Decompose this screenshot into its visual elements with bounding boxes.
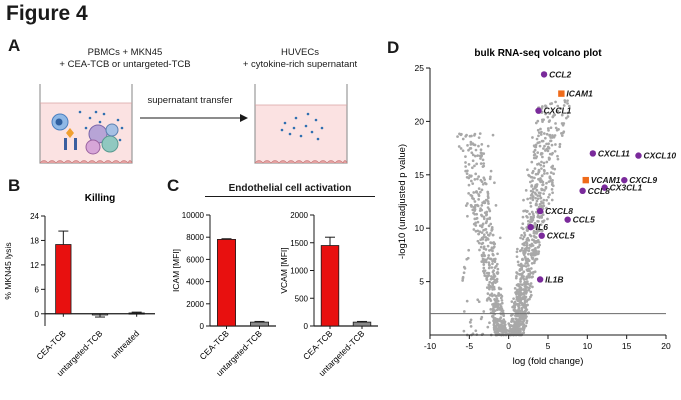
y-tick-label: 25 — [415, 63, 425, 73]
panel-a-illustration — [39, 84, 348, 164]
gene-label-CXCL5: CXCL5 — [547, 231, 575, 241]
y-tick-label: 500 — [295, 294, 309, 303]
gene-label-CX3CL1: CX3CL1 — [610, 183, 643, 193]
chart-title: bulk RNA-seq volcano plot — [474, 48, 602, 59]
y-tick-label: 0 — [304, 322, 309, 331]
y-tick-label: 20 — [415, 116, 425, 126]
y-axis-label: VCAM [MFI] — [280, 247, 289, 293]
y-tick-label: 8000 — [186, 233, 204, 242]
chart-title: Killing — [85, 193, 116, 204]
y-tick-label: 24 — [30, 212, 39, 221]
bar-CEA-TCB — [320, 245, 340, 327]
panel-a-letter: A — [8, 36, 21, 55]
right-label-line1: HUVECs — [280, 47, 319, 58]
x-tick-label: 20 — [661, 341, 671, 351]
y-tick-label: 4000 — [186, 278, 204, 287]
panel-c-title-underline — [205, 196, 375, 197]
bar-CEA-TCB — [217, 239, 236, 327]
volcano-plot: bulk RNA-seq volcano plot 5 10 15 20 25 -10 -5 0… — [397, 48, 676, 367]
y-axis-label: ICAM [MFI] — [171, 249, 181, 292]
gene-label-CCL2: CCL2 — [549, 69, 571, 79]
gene-point-CXCL8 — [536, 207, 544, 215]
panel-a-right-label: HUVECs + cytokine-rich supernatant — [205, 47, 395, 71]
panel-a-left-label: PBMCs + MKN45 + CEA-TCB or untargeted-TC… — [25, 47, 225, 71]
y-tick-label: 15 — [415, 170, 425, 180]
gene-point-IL1B — [536, 276, 544, 283]
gene-label-CCL5: CCL5 — [573, 215, 595, 225]
x-tick-label: 0 — [506, 341, 511, 351]
gene-label-CXCL1: CXCL1 — [544, 106, 572, 116]
gene-label-ICAM1: ICAM1 — [566, 89, 593, 99]
y-tick-label: 18 — [30, 236, 39, 245]
left-well — [39, 84, 133, 164]
right-label-line2: + cytokine-rich supernatant — [242, 59, 358, 70]
x-tick-label: -5 — [466, 341, 474, 351]
gene-point-VCAM1 — [582, 176, 589, 184]
gene-label-VCAM1: VCAM1 — [591, 175, 621, 185]
bar-CEA-TCB — [55, 244, 72, 315]
x-tick-label: -10 — [424, 341, 437, 351]
gene-label-IL6: IL6 — [536, 222, 549, 232]
x-tick-label: untreated — [109, 328, 142, 361]
y-tick-label: 0 — [35, 310, 40, 319]
y-tick-label: 5 — [419, 277, 424, 287]
x-axis-label: log (fold change) — [513, 356, 584, 367]
x-tick-label: 15 — [622, 341, 632, 351]
y-tick-label: 0 — [200, 322, 205, 331]
arrow-label: supernatant transfer — [147, 95, 233, 106]
y-axis-label: -log10 (unadjusted p value) — [397, 144, 408, 259]
y-tick-label: 6 — [35, 285, 40, 294]
left-label-line2: + CEA-TCB or untargeted-TCB — [59, 59, 191, 70]
panel-c-title: Endothelial cell activation — [228, 183, 352, 194]
gene-point-CXCL5 — [538, 232, 545, 239]
right-well — [254, 84, 348, 164]
gene-point-CXCL11 — [589, 150, 597, 157]
x-tick-label: CEA-TCB — [197, 328, 231, 362]
panel-b-letter: B — [8, 176, 21, 195]
gene-point-CCL5 — [564, 216, 571, 223]
y-tick-label: 2000 — [290, 211, 308, 220]
gene-label-IL1B: IL1B — [545, 274, 563, 284]
bar-untargeted-TCB — [250, 321, 269, 327]
x-tick-label: CEA-TCB — [34, 328, 68, 362]
gene-label-CCL8: CCL8 — [588, 186, 610, 196]
y-tick-label: 6000 — [186, 255, 204, 264]
gene-point-CX3CL1 — [601, 184, 608, 191]
panel-c-letter: C — [167, 176, 180, 195]
gene-point-CCL2 — [540, 71, 548, 78]
x-tick-label: 5 — [546, 341, 551, 351]
gene-label-CXCL11: CXCL11 — [598, 148, 630, 158]
background-genes — [456, 99, 571, 337]
y-tick-label: 10 — [415, 223, 425, 233]
left-label-line1: PBMCs + MKN45 — [87, 47, 163, 58]
bar-untargeted-TCB — [352, 321, 372, 327]
gene-point-CXCL9 — [621, 176, 628, 184]
y-tick-label: 1000 — [290, 267, 308, 276]
y-axis-label: % MKN45 lysis — [3, 242, 13, 299]
gene-label-CXCL10: CXCL10 — [643, 151, 676, 161]
x-tick-label: 10 — [583, 341, 593, 351]
y-tick-label: 12 — [30, 261, 39, 270]
y-tick-label: 10000 — [182, 211, 205, 220]
y-tick-label: 1500 — [290, 239, 308, 248]
panel-d-letter: D — [387, 38, 400, 57]
gene-label-CXCL8: CXCL8 — [545, 206, 573, 216]
y-tick-label: 2000 — [186, 300, 204, 309]
figure-title: Figure 4 — [6, 2, 88, 25]
gene-point-CCL8 — [579, 187, 586, 195]
gene-point-CXCL1 — [535, 107, 542, 114]
gene-point-IL6 — [527, 223, 534, 231]
gene-point-CXCL10 — [635, 152, 642, 159]
gene-point-ICAM1 — [558, 90, 565, 97]
gene-label-CXCL9: CXCL9 — [629, 175, 657, 185]
